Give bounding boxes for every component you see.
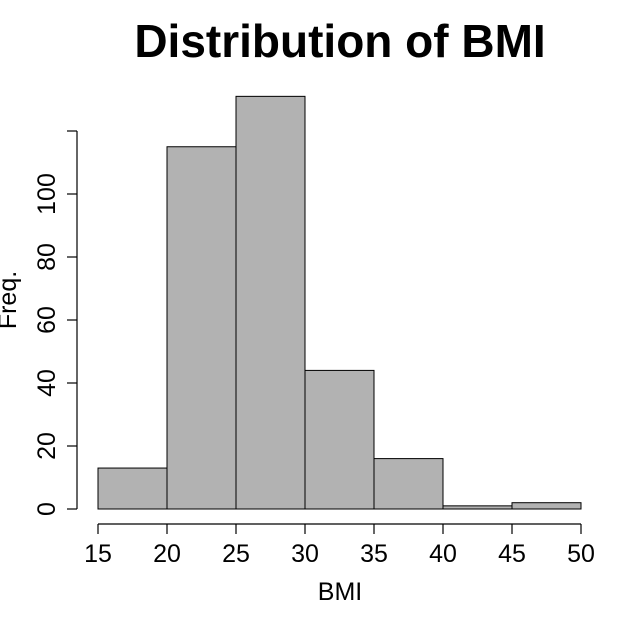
x-tick-label-50: 50	[567, 540, 595, 568]
y-tick-label-100: 100	[33, 173, 61, 215]
y-axis-ticks: 0 20 40 60 80 100	[33, 130, 77, 516]
x-tick-label-15: 15	[84, 540, 112, 568]
histogram-bar-45-50	[511, 502, 582, 510]
y-tick-label-80: 80	[33, 243, 61, 271]
x-tick-label-20: 20	[153, 540, 181, 568]
y-tick-label-40: 40	[33, 369, 61, 397]
histogram-bar-15-20	[97, 467, 168, 510]
histogram-bar-35-40	[373, 458, 444, 510]
x-tick-label-25: 25	[222, 540, 250, 568]
histogram-bar-40-45	[442, 505, 513, 510]
x-tick-label-45: 45	[498, 540, 526, 568]
bars-group	[97, 95, 582, 510]
histogram-bar-25-30	[235, 95, 306, 510]
x-tick-label-35: 35	[360, 540, 388, 568]
x-tick-label-30: 30	[291, 540, 319, 568]
x-axis-ticks: 15 20 25 30 35 40 45 50	[84, 524, 595, 568]
x-tick-label-40: 40	[429, 540, 457, 568]
histogram-bar-30-35	[304, 369, 375, 510]
chart-title: Distribution of BMI	[134, 15, 545, 67]
y-tick-label-60: 60	[33, 306, 61, 334]
y-tick-label-20: 20	[33, 432, 61, 460]
histogram-bar-20-25	[166, 146, 237, 510]
y-axis-label: Freq.	[0, 271, 22, 329]
y-tick-label-0: 0	[33, 502, 61, 516]
x-axis-label: BMI	[318, 578, 362, 606]
